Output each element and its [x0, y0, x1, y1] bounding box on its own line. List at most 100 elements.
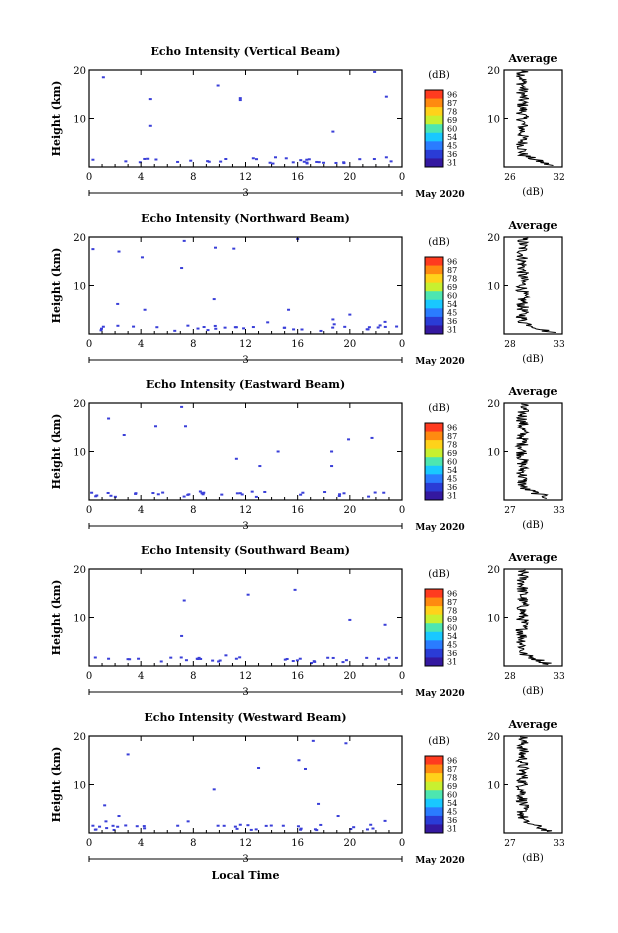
- echo-cell: [224, 158, 228, 161]
- avg-y-tick-label: 20: [487, 66, 500, 77]
- echo-cell: [148, 98, 152, 101]
- echo-cell: [212, 788, 216, 791]
- echo-cell: [99, 329, 103, 332]
- colorbar-segment: [425, 299, 443, 309]
- colorbar-tick-label: 36: [447, 816, 457, 825]
- echo-cell: [282, 326, 286, 329]
- echo-cell: [344, 659, 348, 662]
- date-marker: 3: [242, 188, 248, 199]
- echo-cell: [326, 656, 330, 659]
- echo-cell: [383, 320, 387, 323]
- echo-cell: [389, 160, 393, 163]
- echo-cell: [303, 767, 307, 770]
- colorbar-tick-label: 36: [447, 317, 457, 326]
- echo-cell: [103, 804, 107, 807]
- echo-cell: [342, 492, 346, 495]
- echo-cell: [93, 828, 97, 831]
- colorbar-tick-label: 87: [447, 765, 457, 774]
- echo-cell: [296, 825, 300, 828]
- echo-cell: [107, 657, 111, 660]
- echo-cells: [91, 70, 393, 165]
- echo-cell: [91, 248, 95, 251]
- echo-cell: [315, 160, 319, 163]
- echo-cell: [242, 327, 246, 330]
- echo-cell: [180, 634, 184, 637]
- colorbar-segment: [425, 274, 443, 284]
- echo-cell: [319, 823, 323, 826]
- colorbar-segment: [425, 448, 443, 458]
- echo-cell: [376, 326, 380, 329]
- avg-x-tick-label: 28: [504, 672, 516, 682]
- echo-cell: [254, 495, 258, 498]
- colorbar-segment: [425, 431, 443, 441]
- echo-cell: [116, 302, 120, 305]
- avg-y-tick-label: 10: [487, 781, 500, 792]
- average-frame: [503, 402, 563, 501]
- echo-cell: [148, 124, 152, 127]
- x-tick-label: 20: [343, 671, 356, 682]
- colorbar-tick-label: 60: [447, 791, 457, 800]
- colorbar-tick-label: 78: [447, 440, 457, 449]
- colorbar-tick-label: 87: [447, 99, 457, 108]
- echo-cell: [218, 659, 222, 662]
- echo-cell: [273, 156, 277, 159]
- colorbar-segment: [425, 457, 443, 467]
- echo-cell: [291, 660, 295, 663]
- panel-3: Echo Intensity (Eastward Beam) 0 4 8 12 16 20 0…: [50, 378, 565, 533]
- echo-cell: [216, 84, 220, 87]
- echo-cell: [367, 495, 371, 498]
- colorbar-tick-label: 54: [447, 632, 457, 641]
- colorbar-segment: [425, 756, 443, 766]
- echo-cell: [90, 491, 94, 494]
- y-tick-label: 10: [73, 282, 86, 293]
- colorbar-segment: [425, 107, 443, 117]
- colorbar-tick-label: 96: [447, 90, 457, 99]
- echo-cell: [250, 490, 254, 493]
- echo-cell: [201, 493, 205, 496]
- x-tick-label: 16: [291, 339, 304, 350]
- echo-cell: [202, 326, 206, 329]
- echo-cell: [383, 325, 387, 328]
- echo-cell: [211, 659, 215, 662]
- echo-cell: [132, 325, 136, 328]
- colorbar-segment: [425, 597, 443, 607]
- colorbar-segment: [425, 482, 443, 492]
- colorbar-segment: [425, 764, 443, 774]
- colorbar-segment: [425, 657, 443, 667]
- echo-cell: [142, 825, 146, 828]
- echo-cell: [138, 161, 142, 164]
- colorbar-tick-label: 96: [447, 257, 457, 266]
- colorbar-segment: [425, 807, 443, 817]
- x-tick-label: 0: [399, 172, 405, 183]
- y-tick-label: 20: [73, 66, 86, 77]
- echo-cell: [263, 490, 267, 493]
- colorbar-tick-label: 31: [447, 492, 457, 501]
- echo-cell: [283, 658, 287, 661]
- x-tick-label: 0: [399, 671, 405, 682]
- echo-cell: [151, 492, 155, 495]
- colorbar-tick-label: 69: [447, 283, 457, 292]
- echo-cell: [384, 95, 388, 98]
- echo-cell: [369, 823, 373, 826]
- echo-cell: [258, 465, 262, 468]
- y-axis-label: Height (km): [50, 414, 63, 490]
- avg-y-tick-label: 10: [487, 614, 500, 625]
- average-frame: [503, 236, 563, 335]
- echo-cell: [348, 618, 352, 621]
- x-tick-label: 4: [138, 172, 144, 183]
- echo-cell: [302, 160, 306, 163]
- colorbar-segment: [425, 158, 443, 168]
- echo-cell: [180, 267, 184, 270]
- echo-cell: [143, 157, 147, 160]
- echo-cell: [305, 161, 309, 164]
- echo-cell: [299, 828, 303, 831]
- x-tick-label: 8: [190, 505, 196, 516]
- colorbar-tick-label: 96: [447, 756, 457, 765]
- echo-cells: [91, 237, 399, 332]
- avg-x-tick-label: 32: [553, 173, 564, 183]
- echo-cell: [155, 326, 159, 329]
- echo-cell: [109, 494, 113, 497]
- avg-x-label: (dB): [522, 187, 544, 198]
- colorbar-tick-label: 78: [447, 274, 457, 283]
